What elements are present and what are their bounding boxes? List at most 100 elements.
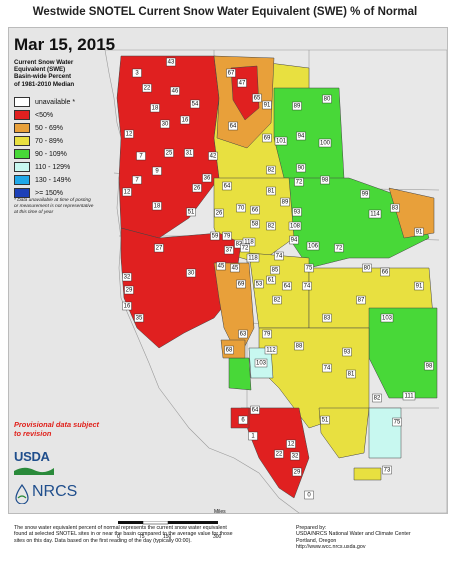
legend-row: <50% bbox=[14, 109, 124, 121]
basin-label-box bbox=[402, 391, 416, 401]
basin-label: 7 bbox=[135, 177, 139, 183]
basin-label-box bbox=[294, 177, 304, 187]
legend-swatch bbox=[14, 175, 30, 185]
basin-label: 118 bbox=[248, 255, 258, 261]
basin-label: 7 bbox=[139, 153, 143, 159]
map-area: 43 67 47 65 3 22 46 54 91 89 80 18 16 30 64 12 69 101 94 10… bbox=[8, 27, 448, 514]
basin-label: 108 bbox=[290, 223, 301, 229]
basin-label: 112 bbox=[266, 347, 276, 353]
basin-label-box bbox=[180, 115, 190, 125]
basin-label: 89 bbox=[294, 103, 301, 109]
basin-label-box bbox=[254, 279, 264, 289]
basin-label-box bbox=[296, 163, 306, 173]
basin-label-box bbox=[322, 313, 332, 323]
basin-label-box bbox=[136, 151, 146, 161]
basin-label-box bbox=[160, 119, 170, 129]
basin-label-box bbox=[170, 86, 180, 96]
basin-label-box bbox=[322, 94, 332, 104]
basin-label-box bbox=[214, 208, 224, 218]
basin-label-box bbox=[226, 68, 236, 78]
basin-label: 82 bbox=[374, 395, 381, 401]
basin-label-box bbox=[380, 267, 390, 277]
basin-label-box bbox=[132, 175, 142, 185]
basin-label: 29 bbox=[126, 287, 133, 293]
basin-label: 51 bbox=[322, 417, 329, 423]
legend-swatch bbox=[14, 188, 30, 198]
nrcs-droplet-icon bbox=[15, 484, 29, 504]
basin-label-box bbox=[306, 241, 320, 251]
basin-label-box bbox=[304, 263, 314, 273]
basin-label: 68 bbox=[226, 347, 233, 353]
basin-label: 74 bbox=[304, 283, 311, 289]
legend-title-line: Equivalent (SWE) bbox=[14, 66, 66, 74]
basin-label-box bbox=[380, 313, 394, 323]
basin-label: 93 bbox=[344, 349, 351, 355]
basin-label-box bbox=[280, 197, 290, 207]
basin-label: 99 bbox=[362, 191, 369, 197]
legend-row: 90 - 109% bbox=[14, 148, 124, 160]
basin-label-box bbox=[208, 151, 218, 161]
basin-label-box bbox=[292, 101, 302, 111]
basin-label-box bbox=[222, 181, 232, 191]
basin-label: 82 bbox=[268, 223, 275, 229]
basin-label: 91 bbox=[416, 229, 423, 235]
legend-title: Current Snow Water Equivalent (SWE) Basi… bbox=[14, 59, 124, 88]
basin-label: 29 bbox=[294, 469, 301, 475]
basin-label: 88 bbox=[296, 343, 303, 349]
basin-label-box bbox=[360, 189, 370, 199]
basin-label: 83 bbox=[324, 315, 331, 321]
nrcs-logo-text: NRCS bbox=[32, 483, 78, 500]
scale-tick-label: 0 bbox=[117, 534, 120, 540]
footer-credit-line: Portland, Oregon bbox=[296, 537, 337, 544]
basin-label-box bbox=[237, 78, 247, 88]
basin-label: 94 bbox=[291, 237, 298, 243]
basin-region-south-small bbox=[353, 467, 382, 481]
basin-label: 22 bbox=[144, 85, 151, 91]
basin-label: 69 bbox=[264, 135, 271, 141]
basin-label: 85 bbox=[272, 267, 279, 273]
basin-label-box bbox=[262, 329, 272, 339]
basin-label-box bbox=[382, 465, 392, 475]
basin-label-box bbox=[362, 263, 372, 273]
basin-label: 42 bbox=[210, 153, 217, 159]
basin-label-box bbox=[192, 183, 202, 193]
basin-label-box bbox=[390, 203, 400, 213]
basin-label: 103 bbox=[256, 360, 267, 366]
basin-label-box bbox=[164, 148, 174, 158]
basin-label: 9 bbox=[155, 168, 159, 174]
legend-row: 50 - 69% bbox=[14, 122, 124, 134]
basin-label-box bbox=[392, 417, 402, 427]
basin-label-box bbox=[342, 347, 352, 357]
basin-label: 91 bbox=[416, 283, 423, 289]
scale-bar-graphic bbox=[118, 520, 218, 525]
basin-label: 100 bbox=[320, 140, 331, 146]
usda-logo: USDA bbox=[14, 449, 54, 476]
basin-label-box bbox=[294, 341, 304, 351]
basin-label: 30 bbox=[162, 121, 169, 127]
basin-label-box bbox=[318, 138, 332, 148]
basin-label: 70 bbox=[238, 205, 245, 211]
basin-label: 83 bbox=[392, 205, 399, 211]
legend-row: 130 - 149% bbox=[14, 174, 124, 186]
basin-label: 67 bbox=[228, 70, 235, 76]
basin-label-box bbox=[240, 243, 250, 253]
basin-label: 72 bbox=[336, 245, 343, 251]
basin-label: 37 bbox=[226, 247, 233, 253]
basin-label: 98 bbox=[322, 177, 329, 183]
basin-label: 91 bbox=[264, 102, 271, 108]
basin-label-box bbox=[238, 415, 248, 425]
basin-label: 72 bbox=[242, 245, 249, 251]
basin-label-box bbox=[302, 281, 312, 291]
basin-label-box bbox=[236, 203, 246, 213]
legend-label: <50% bbox=[35, 111, 54, 119]
basin-label: 80 bbox=[364, 265, 371, 271]
basin-label-box bbox=[266, 165, 276, 175]
basin-label-box bbox=[272, 295, 282, 305]
provisional-notice: Provisional data subject to revision bbox=[14, 420, 100, 438]
basin-label-box bbox=[250, 219, 260, 229]
basin-label: 25 bbox=[166, 150, 173, 156]
legend-note: * Data unavailable at time of posting or… bbox=[14, 198, 94, 215]
